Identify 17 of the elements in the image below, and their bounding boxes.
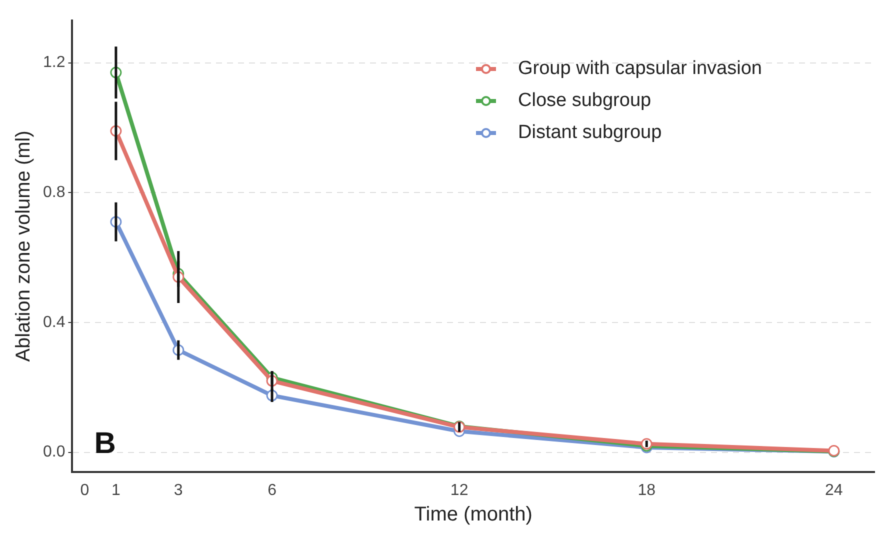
x-tick-label: 6 bbox=[268, 482, 277, 499]
y-tick-label: 1.2 bbox=[42, 54, 66, 72]
y-tick-label: 0.0 bbox=[42, 444, 66, 461]
x-tick-label: 0 bbox=[80, 482, 90, 499]
x-tick-label: 18 bbox=[638, 482, 656, 499]
y-tick-label: 0.8 bbox=[42, 184, 66, 202]
x-axis-title: Time (month) bbox=[414, 504, 532, 526]
annotation: B bbox=[94, 427, 116, 460]
x-tick-label: 1 bbox=[111, 482, 120, 499]
legend-label: Group with capsular invasion bbox=[518, 58, 762, 80]
x-tick-label: 3 bbox=[174, 482, 183, 499]
legend-label: Distant subgroup bbox=[518, 122, 662, 144]
x-tick-label: 24 bbox=[825, 482, 843, 499]
y-axis-title: Ablation zone volume (ml) bbox=[12, 130, 35, 362]
x-tick-label: 12 bbox=[450, 482, 468, 499]
y-tick-label: 0.4 bbox=[42, 314, 66, 331]
legend-label: Close subgroup bbox=[518, 90, 652, 112]
